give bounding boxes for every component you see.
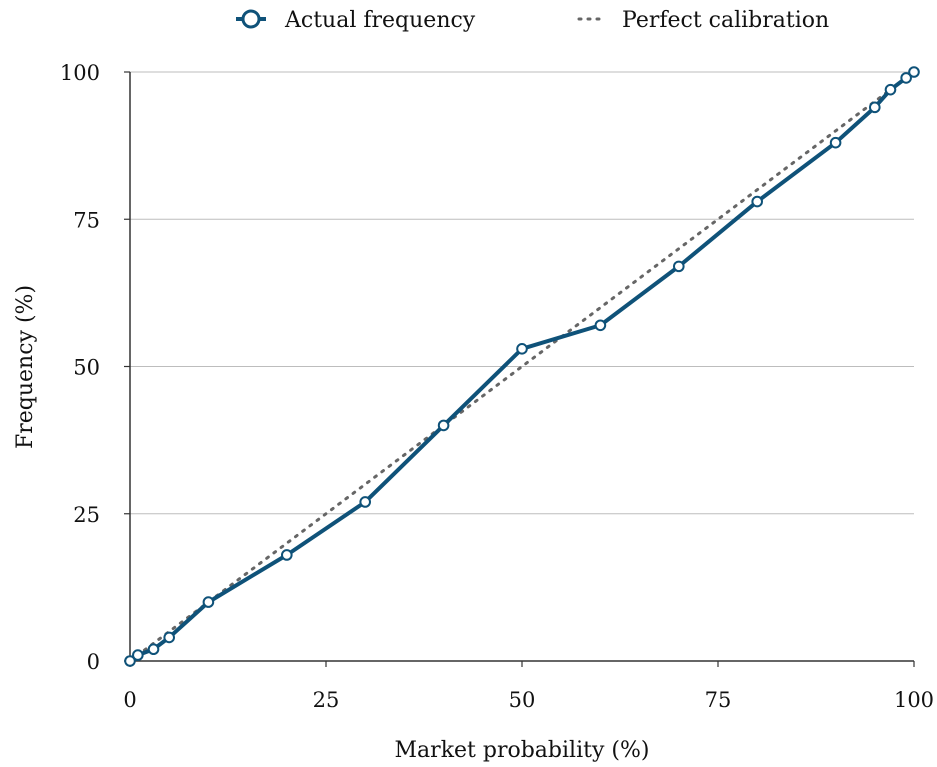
data-point-90 [829, 136, 842, 149]
y-tick-label-50: 50 [73, 356, 100, 380]
data-point-100 [908, 66, 920, 78]
y-axis-title: Frequency (%) [13, 285, 38, 449]
data-point-50 [516, 343, 528, 355]
data-point-60 [594, 319, 607, 332]
y-tick-label-75: 75 [73, 208, 100, 232]
data-point-20 [281, 549, 293, 561]
data-point-70 [673, 260, 685, 273]
plot-series [124, 66, 920, 667]
y-tick-labels: 0 25 50 75 100 [60, 61, 130, 674]
data-point-40 [437, 419, 450, 432]
gridlines [130, 71, 914, 515]
x-tick-label-50: 50 [509, 688, 536, 712]
data-point-95 [869, 101, 881, 114]
y-tick-label-25: 25 [73, 503, 100, 527]
data-point-10 [202, 596, 215, 608]
x-tick-label-100: 100 [894, 688, 934, 712]
x-tick-label-75: 75 [705, 688, 732, 712]
perfect-calibration-line [128, 70, 916, 663]
legend-actual-marker [241, 9, 261, 29]
legend-perfect-label: Perfect calibration [622, 8, 829, 33]
x-axis-title: Market probability (%) [395, 738, 650, 763]
data-point-30 [359, 496, 372, 508]
y-tick-label-0: 0 [87, 650, 100, 674]
data-point-99 [900, 72, 912, 84]
legend-actual-label: Actual frequency [284, 8, 476, 33]
data-point-80 [751, 195, 764, 208]
data-point-3 [147, 643, 160, 656]
x-tick-label-25: 25 [313, 688, 340, 712]
x-tick-label-0: 0 [123, 688, 136, 712]
data-point-1 [132, 649, 144, 661]
data-point-5 [163, 631, 175, 644]
legend: Actual frequency Perfect calibration [236, 8, 829, 33]
y-tick-label-100: 100 [60, 61, 100, 85]
data-point-0 [124, 655, 136, 667]
x-tick-labels: 0 25 50 75 100 [123, 661, 934, 712]
data-point-97 [884, 83, 897, 96]
